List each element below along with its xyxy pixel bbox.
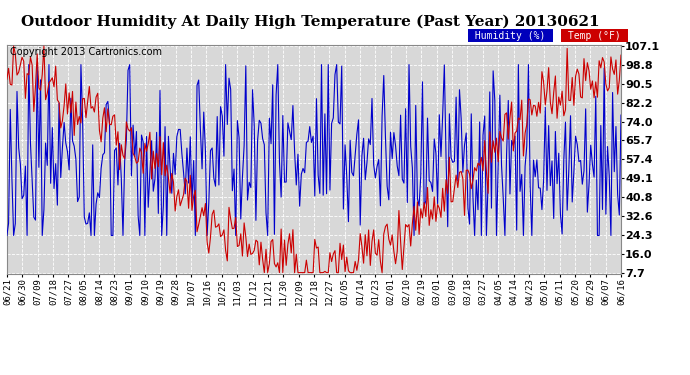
Text: Humidity (%): Humidity (%) [469,31,551,40]
Text: Copyright 2013 Cartronics.com: Copyright 2013 Cartronics.com [10,47,162,57]
Text: Outdoor Humidity At Daily High Temperature (Past Year) 20130621: Outdoor Humidity At Daily High Temperatu… [21,15,600,29]
Text: Temp (°F): Temp (°F) [562,31,627,40]
